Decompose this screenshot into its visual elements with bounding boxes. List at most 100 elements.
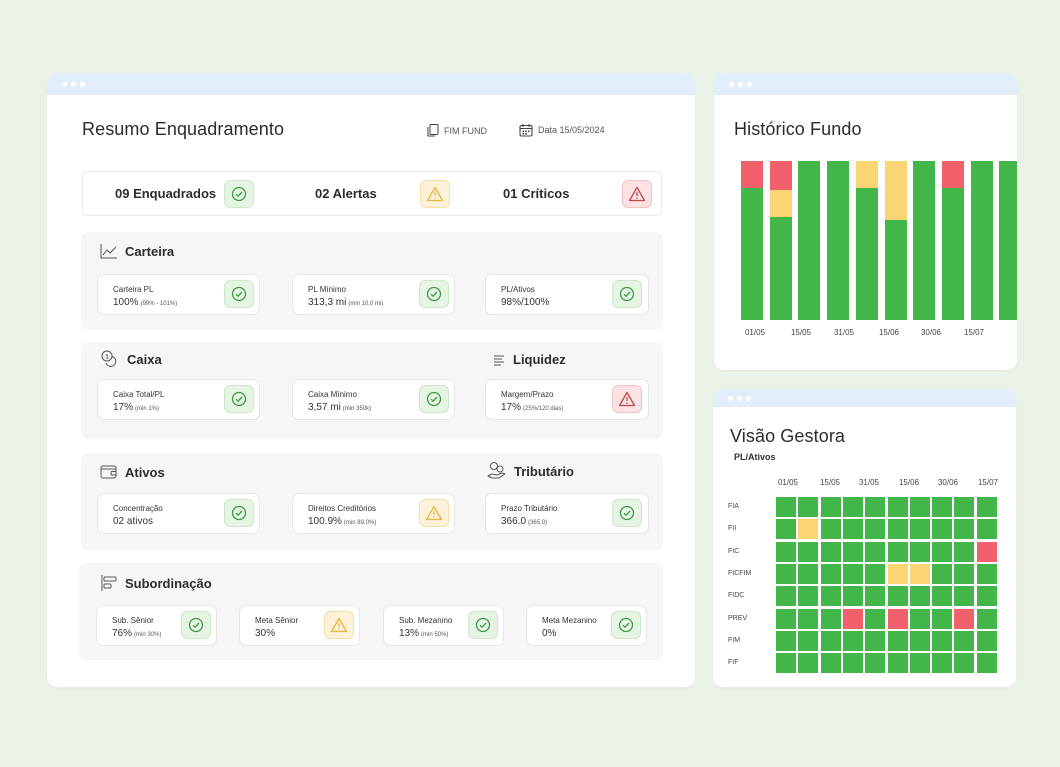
heatmap-cell[interactable] — [776, 497, 796, 517]
heatmap-cell[interactable] — [887, 541, 908, 562]
heatmap-cell[interactable] — [798, 497, 819, 517]
status-badge — [611, 611, 641, 639]
heatmap-cell[interactable] — [842, 586, 863, 607]
heatmap-cell[interactable] — [887, 497, 908, 517]
heatmap-cell[interactable] — [842, 541, 863, 562]
date-selector[interactable]: Data 15/05/2024 — [519, 123, 605, 137]
meta-mezanino-card[interactable]: Meta Mezanino 0% — [526, 605, 647, 646]
heatmap-cell[interactable] — [909, 519, 930, 540]
heatmap-cell[interactable] — [932, 608, 953, 629]
caixa-minimo-card[interactable]: Caixa Mínimo 3,57 mi (min 350k) — [292, 379, 455, 420]
pl-ativos-card[interactable]: PL/Ativos 98%/100% — [485, 274, 649, 315]
meta-senior-card[interactable]: Meta Sênior 30% — [239, 605, 360, 646]
heatmap-cell[interactable] — [954, 586, 975, 607]
heatmap-cell[interactable] — [865, 608, 886, 629]
heatmap-cell[interactable] — [842, 608, 863, 629]
heatmap-cell[interactable] — [976, 563, 997, 584]
heatmap-cell[interactable] — [909, 497, 930, 517]
heatmap-cell[interactable] — [776, 630, 796, 651]
heatmap-cell[interactable] — [954, 630, 975, 651]
alertas-count: 02 Alertas — [315, 186, 377, 201]
heatmap-cell[interactable] — [776, 563, 796, 584]
heatmap-cell[interactable] — [909, 586, 930, 607]
heatmap-cell[interactable] — [776, 586, 796, 607]
heatmap-cell[interactable] — [932, 653, 953, 674]
heatmap-cell[interactable] — [909, 563, 930, 584]
heatmap-cell[interactable] — [842, 519, 863, 540]
heatmap-cell[interactable] — [842, 497, 863, 517]
heatmap-cell[interactable] — [865, 563, 886, 584]
heatmap-cell[interactable] — [842, 653, 863, 674]
heatmap-cell[interactable] — [932, 563, 953, 584]
carteira-pl-card[interactable]: Carteira PL 100% (99% - 101%) — [97, 274, 260, 315]
caixa-total-card[interactable]: Caixa Total/PL 17% (min 1%) — [97, 379, 260, 420]
heatmap-cell[interactable] — [865, 519, 886, 540]
column-label: 15/06 — [898, 478, 920, 487]
heatmap-cell[interactable] — [776, 541, 796, 562]
heatmap-cell[interactable] — [909, 608, 930, 629]
heatmap-cell[interactable] — [976, 630, 997, 651]
heatmap-cell[interactable] — [776, 653, 796, 674]
heatmap-cell[interactable] — [820, 586, 841, 607]
heatmap-cell[interactable] — [865, 653, 886, 674]
heatmap-cell[interactable] — [798, 586, 819, 607]
pl-minimo-card[interactable]: PL Mínimo 313,3 mi (min 10,0 mi) — [292, 274, 455, 315]
heatmap-cell[interactable] — [909, 541, 930, 562]
heatmap-cell[interactable] — [932, 630, 953, 651]
heatmap-cell[interactable] — [798, 519, 819, 540]
sub-senior-card[interactable]: Sub. Sênior 76% (min 30%) — [96, 605, 217, 646]
heatmap-cell[interactable] — [976, 497, 997, 517]
heatmap-cell[interactable] — [932, 519, 953, 540]
heatmap-cell[interactable] — [820, 541, 841, 562]
heatmap-cell[interactable] — [976, 541, 997, 562]
heatmap-cell[interactable] — [954, 497, 975, 517]
heatmap-cell[interactable] — [976, 653, 997, 674]
heatmap-cell[interactable] — [865, 497, 886, 517]
heatmap-cell[interactable] — [798, 563, 819, 584]
heatmap-cell[interactable] — [976, 586, 997, 607]
heatmap-cell[interactable] — [842, 563, 863, 584]
heatmap-cell[interactable] — [820, 497, 841, 517]
heatmap-cell[interactable] — [798, 653, 819, 674]
heatmap-cell[interactable] — [798, 630, 819, 651]
heatmap-cell[interactable] — [820, 653, 841, 674]
heatmap-cell[interactable] — [909, 630, 930, 651]
heatmap-cell[interactable] — [865, 586, 886, 607]
heatmap-cell[interactable] — [842, 630, 863, 651]
row-label: FII — [728, 525, 737, 533]
concentracao-card[interactable]: Concentração 02 ativos — [97, 493, 260, 534]
heatmap-cell[interactable] — [932, 541, 953, 562]
heatmap-cell[interactable] — [887, 653, 908, 674]
heatmap-cell[interactable] — [820, 608, 841, 629]
ativos-header: Ativos — [100, 464, 165, 480]
heatmap-cell[interactable] — [954, 608, 975, 629]
heatmap-cell[interactable] — [932, 497, 953, 517]
heatmap-cell[interactable] — [932, 586, 953, 607]
heatmap-cell[interactable] — [887, 608, 908, 629]
margem-prazo-card[interactable]: Margem/Prazo 17% (25%/120 dias) — [485, 379, 649, 420]
heatmap-cell[interactable] — [776, 608, 796, 629]
sub-mezanino-card[interactable]: Sub. Mezanino 13% (min 50%) — [383, 605, 504, 646]
heatmap-cell[interactable] — [820, 630, 841, 651]
fund-selector[interactable]: FIM FUND — [427, 124, 487, 137]
heatmap-cell[interactable] — [820, 563, 841, 584]
heatmap-cell[interactable] — [887, 519, 908, 540]
heatmap-cell[interactable] — [776, 519, 796, 540]
heatmap-cell[interactable] — [954, 653, 975, 674]
heatmap-cell[interactable] — [865, 541, 886, 562]
heatmap-cell[interactable] — [954, 519, 975, 540]
heatmap-cell[interactable] — [820, 519, 841, 540]
heatmap-cell[interactable] — [887, 563, 908, 584]
prazo-tributario-card[interactable]: Prazo Tributário 366.0 (365.0) — [485, 493, 649, 534]
heatmap-cell[interactable] — [954, 563, 975, 584]
heatmap-cell[interactable] — [909, 653, 930, 674]
heatmap-cell[interactable] — [887, 586, 908, 607]
heatmap-cell[interactable] — [976, 519, 997, 540]
heatmap-cell[interactable] — [798, 608, 819, 629]
heatmap-cell[interactable] — [865, 630, 886, 651]
heatmap-cell[interactable] — [887, 630, 908, 651]
direitos-creditorios-card[interactable]: Direitos Creditórios 100.9% (min 89.0%) — [292, 493, 455, 534]
heatmap-cell[interactable] — [954, 541, 975, 562]
heatmap-cell[interactable] — [798, 541, 819, 562]
heatmap-cell[interactable] — [976, 608, 997, 629]
